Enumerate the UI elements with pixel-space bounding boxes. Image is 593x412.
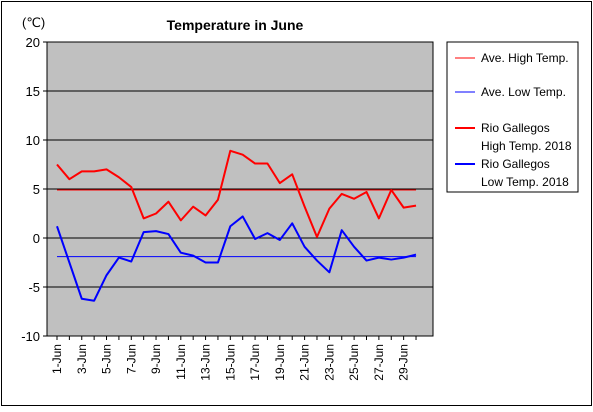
y-tick-label: -5 (28, 280, 40, 295)
chart-title: Temperature in June (167, 17, 304, 33)
x-tick-label: 3-Jun (75, 344, 89, 374)
x-tick-label: 17-Jun (248, 344, 262, 381)
legend-box (446, 41, 579, 193)
y-tick-label: 10 (26, 133, 40, 148)
x-tick-label: 13-Jun (199, 344, 213, 381)
y-tick-label: 15 (26, 84, 40, 99)
y-tick-label: 0 (33, 231, 40, 246)
y-tick-label: 20 (26, 35, 40, 50)
legend-label: Ave. High Temp. (481, 51, 569, 65)
x-tick-label: 19-Jun (273, 344, 287, 381)
legend-label: Low Temp. 2018 (481, 175, 569, 189)
x-tick-label: 1-Jun (50, 344, 64, 374)
series-line-3 (56, 149, 417, 239)
plot-frame (46, 41, 434, 337)
x-tick-label: 7-Jun (124, 344, 138, 374)
legend-label: High Temp. 2018 (481, 139, 572, 153)
x-tick-label: 11-Jun (174, 344, 188, 380)
x-tick-label: 15-Jun (223, 344, 237, 381)
legend: Ave. High Temp. Ave. Low Temp. Rio Gallego… (446, 41, 579, 193)
axis-layer: 20 15 10 5 0 -5 -10 1-Jun 3-Jun 5-Jun 7-Jun 9-Jun 11… (21, 35, 434, 381)
series-layer (56, 149, 417, 302)
x-tick-label: 29-Jun (397, 344, 411, 381)
x-tick-label: 25-Jun (347, 344, 361, 381)
legend-label: Ave. Low Temp. (481, 85, 566, 99)
y-tick-label: 5 (33, 182, 40, 197)
legend-label: Rio Gallegos (481, 121, 550, 135)
x-tick-label: 9-Jun (149, 344, 163, 374)
x-tick-label: 27-Jun (372, 344, 386, 381)
x-tick-label: 21-Jun (298, 344, 312, 381)
y-unit-label: (℃) (22, 15, 45, 30)
y-tick-label: -10 (21, 329, 40, 344)
series-line-4 (56, 215, 417, 302)
plot-area (47, 42, 433, 336)
legend-label: Rio Gallegos (481, 157, 550, 171)
x-tick-label: 5-Jun (100, 344, 114, 374)
x-tick-label: 23-Jun (322, 344, 336, 381)
